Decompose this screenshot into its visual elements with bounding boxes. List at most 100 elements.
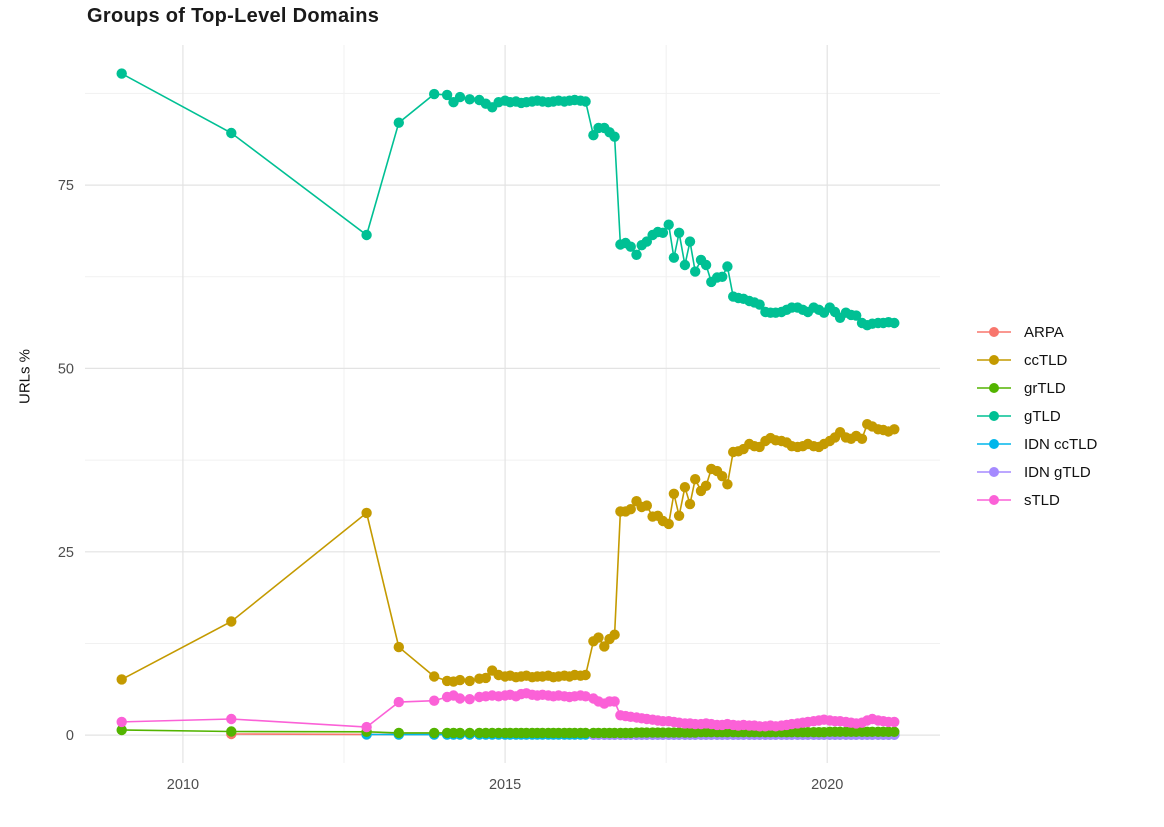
data-point-stld — [609, 696, 620, 707]
data-point-stld — [429, 695, 440, 706]
data-point-stld — [226, 713, 237, 725]
x-tick-label: 2015 — [489, 777, 521, 793]
data-point-grtld — [429, 727, 440, 739]
data-point-gtld — [657, 227, 669, 238]
data-point-stld — [454, 693, 466, 704]
data-point-cctld — [393, 641, 404, 653]
legend-item-cctld: ccTLD — [976, 346, 1097, 374]
data-point-grtld — [464, 727, 475, 739]
data-point-cctld — [593, 632, 604, 643]
x-tick-label: 2010 — [167, 777, 199, 793]
data-point-gtld — [464, 94, 475, 105]
data-point-cctld — [679, 482, 691, 493]
data-point-stld — [116, 716, 127, 728]
data-point-cctld — [856, 433, 868, 444]
data-point-grtld — [116, 724, 127, 736]
axis-tick-labels: 0 25 50 75 2010 2015 2020 — [58, 178, 843, 793]
legend-key-icon — [977, 355, 1011, 365]
legend-key-icon — [977, 411, 1011, 421]
data-point-stld — [580, 691, 591, 702]
chart-title: Groups of Top-Level Domains — [87, 5, 380, 27]
data-point-grtld — [580, 727, 591, 739]
legend-key-icon — [977, 467, 1011, 477]
data-point-cctld — [663, 518, 674, 530]
data-point-cctld — [429, 671, 440, 682]
data-point-gtld — [722, 261, 733, 272]
legend-label: ARPA — [1024, 323, 1064, 341]
data-point-cctld — [690, 474, 701, 485]
legend-label: grTLD — [1024, 379, 1066, 397]
data-point-cctld — [454, 674, 466, 686]
legend-label: ccTLD — [1024, 351, 1068, 369]
data-point-cctld — [361, 507, 372, 519]
data-point-stld — [889, 716, 900, 728]
data-point-gtld — [116, 68, 127, 79]
data-point-gtld — [361, 229, 372, 241]
grid-lines — [85, 45, 940, 763]
data-point-gtld — [700, 259, 712, 271]
legend: ARPA ccTLD grTLD gTLD IDN ccTLD IDN gTLD sTLD — [976, 318, 1097, 514]
data-point-cctld — [599, 641, 610, 652]
data-point-cctld — [464, 675, 475, 687]
data-point-gtld — [454, 91, 466, 103]
legend-key-icon — [977, 327, 1011, 337]
data-point-gtld — [668, 252, 680, 263]
legend-key-icon — [977, 439, 1011, 449]
data-point-gtld — [588, 130, 599, 141]
data-point-gtld — [393, 117, 404, 128]
y-tick-label: 50 — [58, 361, 74, 377]
data-point-cctld — [480, 672, 491, 684]
data-point-gtld — [663, 219, 674, 230]
data-point-grtld — [454, 727, 466, 739]
data-point-gtld — [690, 266, 701, 277]
data-point-cctld — [684, 498, 696, 510]
legend-item-idn-cctld: IDN ccTLD — [976, 430, 1097, 458]
data-point-cctld — [609, 629, 620, 640]
legend-label: gTLD — [1024, 407, 1061, 425]
data-point-grtld — [393, 727, 404, 739]
x-tick-label: 2020 — [811, 777, 843, 793]
legend-label: IDN ccTLD — [1024, 435, 1098, 453]
data-point-gtld — [754, 299, 765, 310]
data-point-stld — [361, 721, 372, 733]
data-point-gtld — [717, 271, 728, 282]
series-gtld — [116, 68, 900, 331]
series-cctld — [116, 419, 900, 687]
y-tick-label: 25 — [58, 545, 74, 561]
data-point-stld — [393, 696, 404, 708]
legend-key-icon — [977, 495, 1011, 505]
legend-label: IDN gTLD — [1024, 463, 1091, 481]
legend-item-arpa: ARPA — [976, 318, 1097, 346]
data-point-gtld — [679, 259, 691, 271]
data-point-cctld — [700, 480, 712, 491]
legend-key-icon — [977, 383, 1011, 393]
data-point-gtld — [631, 249, 642, 260]
data-point-cctld — [580, 669, 591, 681]
data-point-gtld — [889, 317, 900, 329]
data-point-gtld — [226, 127, 237, 139]
data-point-gtld — [609, 131, 620, 142]
data-point-grtld — [889, 726, 900, 737]
data-point-cctld — [625, 504, 636, 515]
legend-item-idn-gtld: IDN gTLD — [976, 458, 1097, 486]
data-point-cctld — [722, 479, 733, 490]
data-point-gtld — [673, 227, 685, 238]
data-point-gtld — [441, 89, 453, 101]
data-point-cctld — [668, 488, 680, 499]
data-point-gtld — [580, 96, 591, 107]
data-point-gtld — [429, 88, 440, 100]
data-point-stld — [464, 694, 475, 705]
y-tick-label: 0 — [66, 728, 74, 744]
series-stld — [116, 688, 900, 733]
data-point-gtld — [851, 310, 862, 321]
legend-item-gtld: gTLD — [976, 402, 1097, 430]
data-point-gtld — [625, 241, 636, 252]
data-point-cctld — [717, 471, 728, 482]
data-point-cctld — [116, 674, 127, 685]
data-point-cctld — [889, 424, 900, 435]
data-point-cctld — [641, 500, 652, 511]
legend-item-stld: sTLD — [976, 486, 1097, 514]
y-tick-label: 75 — [58, 178, 74, 194]
data-point-cctld — [673, 510, 685, 521]
